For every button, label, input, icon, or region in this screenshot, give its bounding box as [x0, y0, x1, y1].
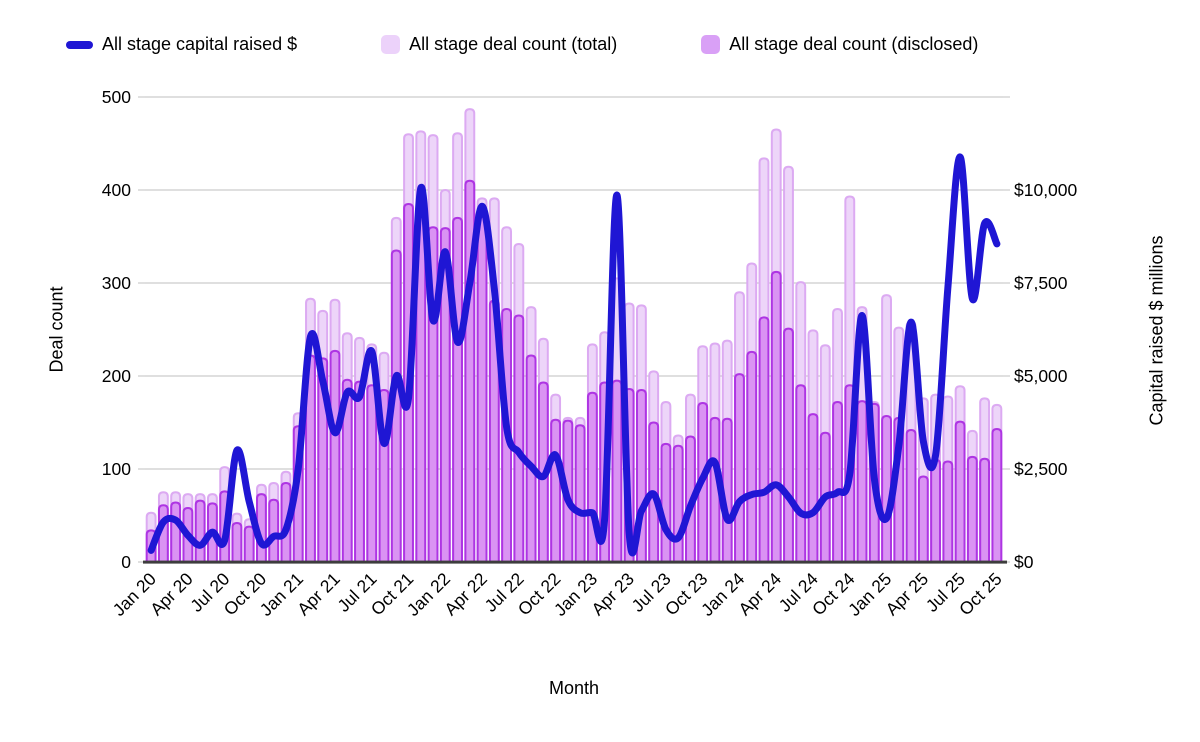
bar-disclosed[interactable] [513, 314, 525, 563]
left-axis-tick-label: 200 [102, 366, 131, 386]
chart-legend: All stage capital raised $ All stage dea… [66, 34, 978, 55]
bar-disclosed[interactable] [979, 457, 991, 563]
line-swatch-icon [66, 40, 93, 49]
x-axis-tick-label: Apr 23 [587, 569, 638, 620]
bar-disclosed[interactable] [550, 418, 562, 563]
left-axis-tick-label: 500 [102, 87, 131, 107]
bar-disclosed[interactable] [709, 416, 721, 563]
x-axis-tick-label: Apr 20 [146, 568, 197, 619]
bar-disclosed[interactable] [966, 455, 978, 563]
bar-disclosed[interactable] [574, 424, 586, 563]
bar-disclosed[interactable] [476, 215, 488, 563]
bar-swatch-total-icon [381, 35, 401, 54]
bar-swatch-disclosed-icon [701, 35, 721, 54]
x-axis-tick-label: Apr 24 [734, 568, 785, 619]
right-axis-tick-label: $5,000 [1014, 366, 1068, 386]
left-axis-tick-label: 300 [102, 273, 131, 293]
legend-item-capital-raised[interactable]: All stage capital raised $ [66, 34, 297, 55]
bar-disclosed[interactable] [746, 350, 758, 563]
bar-disclosed[interactable] [611, 379, 623, 563]
bar-disclosed[interactable] [758, 316, 770, 563]
right-axis-tick-label: $7,500 [1014, 273, 1068, 293]
bar-disclosed[interactable] [905, 428, 917, 563]
x-axis-tick-label: Apr 25 [882, 569, 933, 620]
bar-disclosed[interactable] [660, 442, 672, 563]
legend-item-deal-count-disclosed[interactable]: All stage deal count (disclosed) [701, 34, 978, 55]
legend-item-deal-count-total[interactable]: All stage deal count (total) [381, 34, 617, 55]
bar-disclosed[interactable] [807, 413, 819, 563]
legend-label: All stage deal count (total) [409, 34, 618, 54]
x-axis-tick-label: Apr 22 [440, 569, 491, 620]
capital-raised-line[interactable] [147, 153, 1001, 557]
right-axis-tick-label: $10,000 [1014, 180, 1078, 200]
bar-disclosed[interactable] [366, 384, 378, 563]
bar-disclosed[interactable] [991, 428, 1003, 563]
x-axis-tick-label: Oct 25 [955, 569, 1006, 620]
bar-disclosed[interactable] [721, 417, 733, 563]
left-axis-tick-label: 100 [102, 459, 131, 479]
left-axis-tick-label: 0 [121, 552, 131, 572]
bar-disclosed[interactable] [354, 380, 365, 563]
x-axis-title: Month [548, 678, 600, 698]
x-axis-tick-label: Apr 21 [293, 569, 344, 620]
bar-disclosed[interactable] [525, 354, 537, 563]
bar-disclosed[interactable] [930, 458, 942, 563]
bar-disclosed[interactable] [341, 378, 353, 563]
bar-disclosed[interactable] [856, 400, 868, 563]
bar-disclosed[interactable] [881, 414, 892, 563]
bar-disclosed[interactable] [439, 227, 451, 563]
legend-label: All stage capital raised $ [102, 34, 298, 54]
bar-disclosed[interactable] [452, 216, 463, 563]
bar-disclosed[interactable] [734, 373, 745, 563]
bar-disclosed[interactable] [917, 475, 929, 563]
bar-disclosed[interactable] [268, 498, 280, 563]
bar-disclosed[interactable] [170, 501, 182, 563]
x-axis-line [143, 560, 1007, 564]
bar-disclosed[interactable] [770, 270, 782, 563]
right-axis-tick-label: $2,500 [1014, 459, 1068, 479]
left-axis-tick-label: 400 [102, 180, 131, 200]
bar-disclosed[interactable] [390, 249, 402, 563]
bar-disclosed[interactable] [194, 499, 206, 563]
legend-label: All stage deal count (disclosed) [729, 34, 979, 54]
right-axis-tick-label: $0 [1014, 552, 1034, 572]
bar-disclosed[interactable] [832, 401, 843, 563]
bar-disclosed[interactable] [672, 444, 684, 563]
bar-disclosed[interactable] [243, 525, 255, 563]
bar-disclosed[interactable] [329, 349, 341, 563]
bar-disclosed[interactable] [954, 420, 966, 563]
bar-disclosed[interactable] [942, 460, 954, 563]
bar-disclosed[interactable] [783, 327, 794, 563]
bar-disclosed[interactable] [795, 384, 807, 563]
bar-disclosed[interactable] [231, 521, 243, 563]
